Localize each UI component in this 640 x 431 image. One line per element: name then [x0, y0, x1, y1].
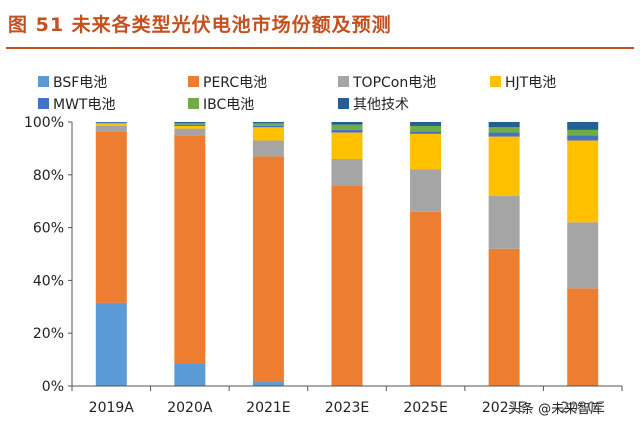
- bar-segment: [174, 124, 206, 126]
- bar-segment: [174, 123, 206, 125]
- y-tick-label: 20%: [33, 326, 64, 342]
- bar-segment: [252, 140, 284, 157]
- bar-segment: [410, 131, 442, 134]
- bar-segment: [95, 131, 127, 303]
- legend-swatch: [338, 76, 349, 87]
- y-tick-label: 40%: [33, 273, 64, 289]
- x-tick-label: 2027E: [482, 400, 526, 416]
- legend-label: HJT电池: [505, 75, 556, 91]
- bar-segment: [567, 140, 599, 223]
- bar-segment: [331, 132, 363, 159]
- y-tick-label: 100%: [24, 115, 64, 131]
- x-tick-label: 2021E: [246, 400, 290, 416]
- bar-segment: [252, 382, 284, 386]
- legend-label: PERC电池: [203, 75, 267, 91]
- bar-segment: [488, 195, 520, 249]
- legend-label: 其他技术: [353, 97, 409, 113]
- bar-segment: [331, 185, 363, 386]
- bar-segment: [331, 129, 363, 133]
- bar-segment: [567, 122, 599, 130]
- bar-segment: [331, 122, 363, 125]
- bar-segment: [95, 123, 127, 126]
- legend-label: IBC电池: [203, 97, 254, 113]
- y-tick-label: 80%: [33, 168, 64, 184]
- bar-segment: [174, 125, 206, 129]
- bar-segment: [252, 123, 284, 126]
- x-tick-label: 2025E: [403, 400, 447, 416]
- legend-swatch: [490, 76, 501, 87]
- bar-segment: [95, 302, 127, 386]
- bar-segment: [174, 135, 206, 364]
- x-tick-label: 2030E: [560, 400, 604, 416]
- bar-segment: [331, 124, 363, 130]
- bar-segment: [410, 125, 442, 132]
- bar-segment: [252, 156, 284, 383]
- bar-segment: [252, 127, 284, 141]
- legend-swatch: [188, 98, 199, 109]
- bar-segment: [410, 211, 442, 386]
- y-tick-label: 0%: [42, 379, 64, 395]
- y-tick-label: 60%: [33, 221, 64, 237]
- x-tick-label: 2019A: [89, 400, 135, 416]
- legend-swatch: [38, 76, 49, 87]
- y-axis: 0% 20% 40% 60% 80% 100%: [24, 115, 73, 395]
- x-tick-label: 2023E: [325, 400, 369, 416]
- bar-segment: [95, 122, 127, 124]
- x-axis: 2019A 2020A 2021E 2023E 2025E 2027E 2030E: [71, 385, 623, 416]
- bar-segment: [410, 122, 442, 126]
- bar-segment: [410, 169, 442, 212]
- watermark: 头条 @未来智库: [508, 402, 604, 417]
- legend-label: BSF电池: [53, 75, 107, 91]
- chart-title: 图 51 未来各类型光伏电池市场份额及预测: [8, 14, 392, 36]
- legend-swatch: [38, 98, 49, 109]
- bar-segment: [174, 128, 206, 136]
- legend-swatch: [188, 76, 199, 87]
- bar-segment: [567, 129, 599, 136]
- legend-label: TOPCon电池: [352, 75, 436, 91]
- legend-swatch: [338, 98, 349, 109]
- bar-segment: [488, 127, 520, 133]
- legend: BSF电池 PERC电池 TOPCon电池 HJT电池 MWT电池 IBC电池 其他技术: [38, 75, 556, 113]
- bar-segment: [488, 248, 520, 386]
- bar-segment: [331, 158, 363, 186]
- bar-segment: [174, 122, 206, 124]
- title-rule: [6, 47, 634, 49]
- bar-segment: [410, 133, 442, 170]
- bar-segment: [174, 363, 206, 386]
- bar-segment: [567, 288, 599, 386]
- bar-segment: [95, 125, 127, 132]
- bar-segment: [567, 135, 599, 141]
- bars: [95, 122, 599, 386]
- bar-segment: [252, 125, 284, 128]
- bar-segment: [252, 122, 284, 124]
- legend-label: MWT电池: [53, 97, 115, 113]
- bar-segment: [488, 122, 520, 128]
- bar-segment: [488, 136, 520, 196]
- bar-segment: [567, 222, 599, 289]
- x-tick-label: 2020A: [167, 400, 213, 416]
- bar-segment: [488, 132, 520, 137]
